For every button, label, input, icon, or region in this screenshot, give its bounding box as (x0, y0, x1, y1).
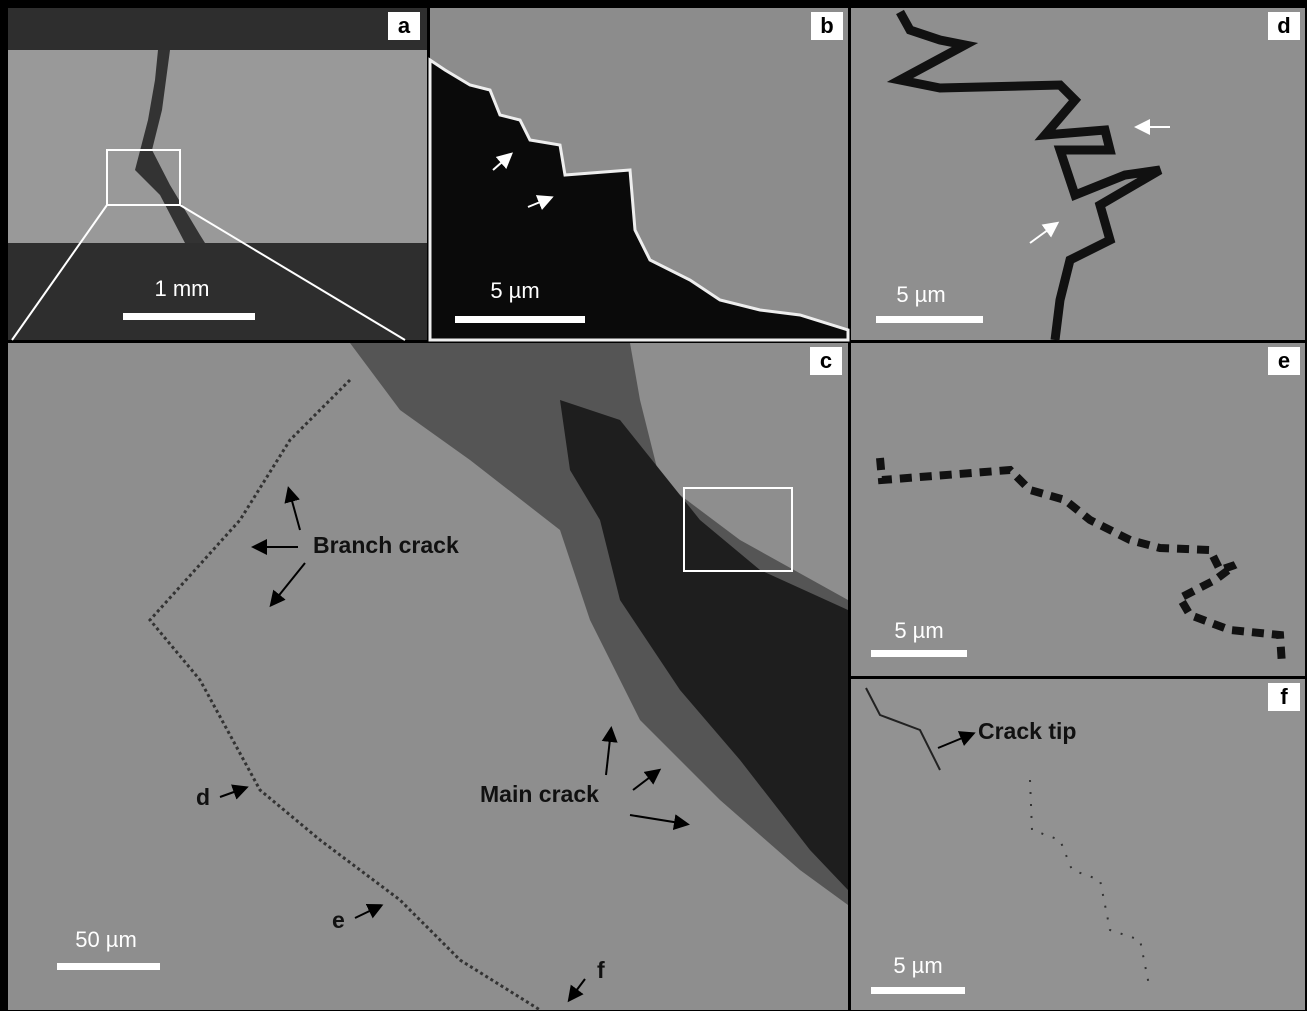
panel-label: c (820, 348, 832, 373)
scale-label: 5 µm (896, 282, 945, 307)
annotation: d (196, 784, 210, 810)
annotation: Branch crack (313, 532, 459, 558)
scale-label: 50 µm (75, 927, 137, 952)
scale-label: 1 mm (155, 276, 210, 301)
panel-label: e (1278, 348, 1290, 373)
annotation: Crack tip (978, 718, 1076, 744)
scale-bar (876, 316, 983, 323)
scale-label: 5 µm (894, 618, 943, 643)
panel-b: 5 µm b (430, 8, 848, 340)
scale-bar (57, 963, 160, 970)
annotation: e (332, 907, 345, 933)
panel-e: 5 µm e (851, 343, 1305, 676)
specimen (8, 50, 427, 243)
panel-label: d (1277, 13, 1290, 38)
scale-bar (455, 316, 585, 323)
scale-bar (871, 650, 967, 657)
panel-c: Branch crack Main crack d e f 50 µm c (8, 343, 848, 1010)
panel-label: f (1280, 684, 1288, 709)
scale-label: 5 µm (893, 953, 942, 978)
annotation: f (597, 957, 605, 983)
scale-bar (123, 313, 255, 320)
scale-bar (871, 987, 965, 994)
annotation: Main crack (480, 781, 599, 807)
panel-label: b (820, 13, 833, 38)
panel-d: 5 µm d (851, 8, 1305, 340)
panel-label: a (398, 13, 411, 38)
figure: 1 mm a 5 µm b 5 µm d Branch crack (0, 0, 1307, 1011)
scale-label: 5 µm (490, 278, 539, 303)
panel-f: Crack tip 5 µm f (851, 679, 1305, 1010)
panel-a: 1 mm a (8, 8, 427, 340)
